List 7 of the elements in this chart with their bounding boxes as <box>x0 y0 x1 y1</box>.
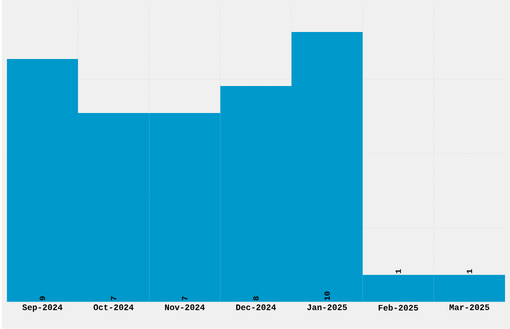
x-tick-label: Feb-2025 <box>378 304 418 311</box>
x-tick-label: Jan-2025 <box>307 304 347 310</box>
x-tick-label: Nov-2024 <box>165 304 205 310</box>
x-tick-label: Sep-2024 <box>22 304 62 312</box>
x-tick-label: Oct-2024 <box>94 304 134 310</box>
x-tick-label: Dec-2024 <box>236 304 276 310</box>
x-tick-label: Mar-2025 <box>450 304 490 310</box>
